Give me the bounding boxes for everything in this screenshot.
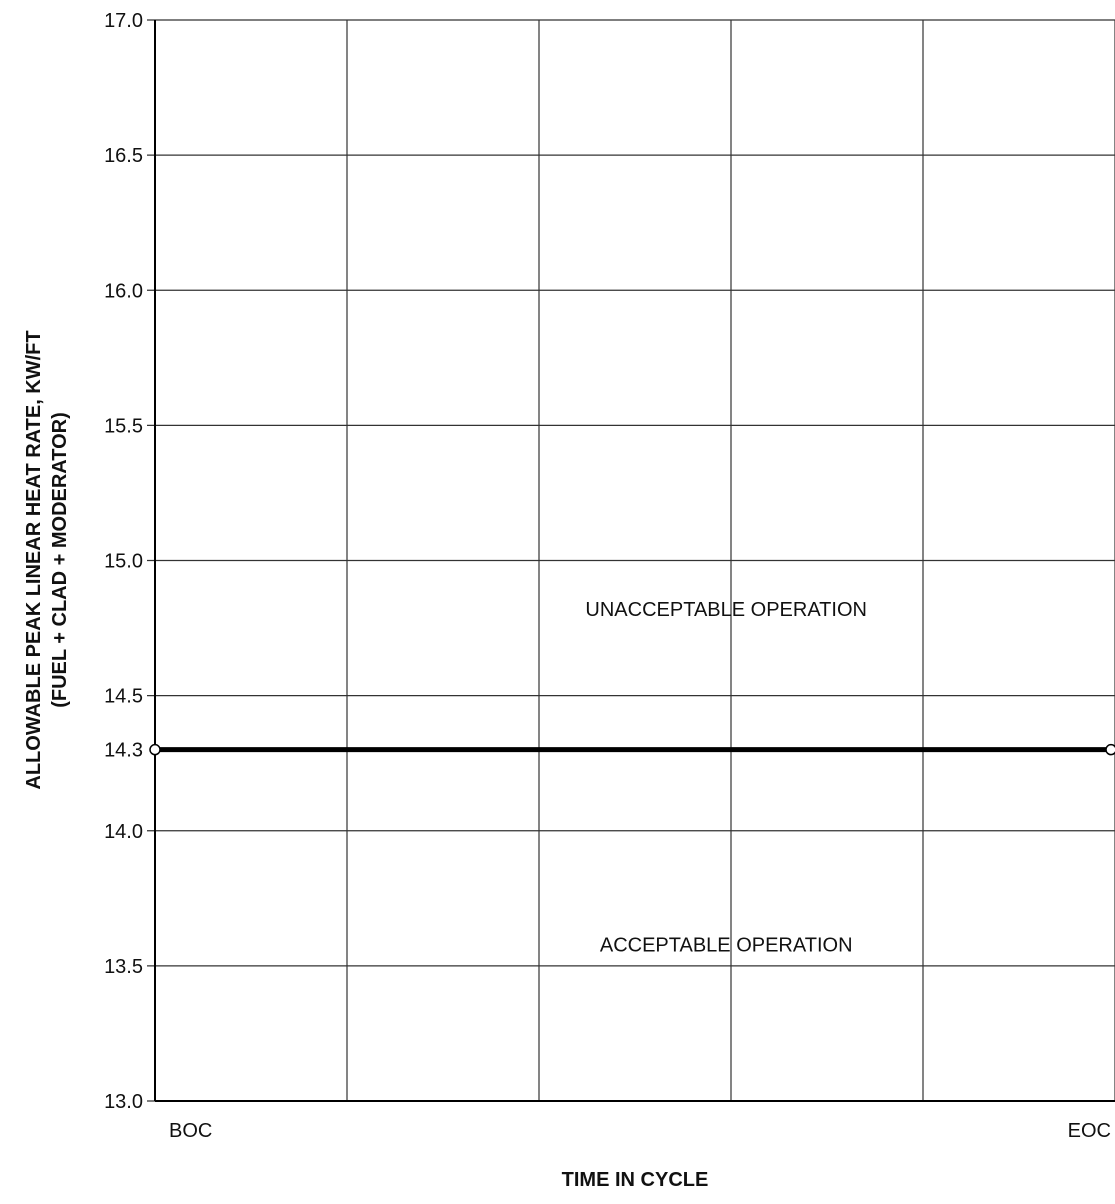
y-tick-label: 14.0: [104, 821, 143, 843]
y-tick-label: 15.5: [104, 415, 143, 437]
x-axis-title: TIME IN CYCLE: [562, 1169, 709, 1191]
region-label: UNACCEPTABLE OPERATION: [585, 599, 867, 621]
data-series: 14.3: [104, 740, 1115, 762]
series-point: [149, 743, 161, 756]
y-tick-label: 16.5: [104, 145, 143, 167]
x-tick-label: EOC: [1068, 1120, 1111, 1142]
y-axis-title: ALLOWABLE PEAK LINEAR HEAT RATE, KW/FT: [23, 330, 45, 789]
y-tick-label: 15.0: [104, 551, 143, 573]
y-tick-label: 17.0: [104, 10, 143, 32]
y-tick-label: 13.0: [104, 1091, 143, 1113]
y-tick-label: 14.5: [104, 686, 143, 708]
region-label: ACCEPTABLE OPERATION: [600, 934, 853, 956]
series-point: [1105, 743, 1115, 756]
region-annotations: UNACCEPTABLE OPERATION ACCEPTABLE OPERATI…: [585, 599, 867, 956]
x-axis-ticks: BOC EOC: [169, 1120, 1111, 1142]
y-tick-label: 16.0: [104, 280, 143, 302]
x-tick-label: BOC: [169, 1120, 212, 1142]
y-axis-subtitle: (FUEL + CLAD + MODERATOR): [49, 412, 71, 708]
grid: [147, 19, 1115, 1102]
y-axis-ticks: 13.0 13.5 14.0 14.5 15.0 15.5 16.0 16.5 17.0: [104, 10, 143, 1113]
series-value-label: 14.3: [104, 740, 143, 762]
y-tick-label: 13.5: [104, 956, 143, 978]
